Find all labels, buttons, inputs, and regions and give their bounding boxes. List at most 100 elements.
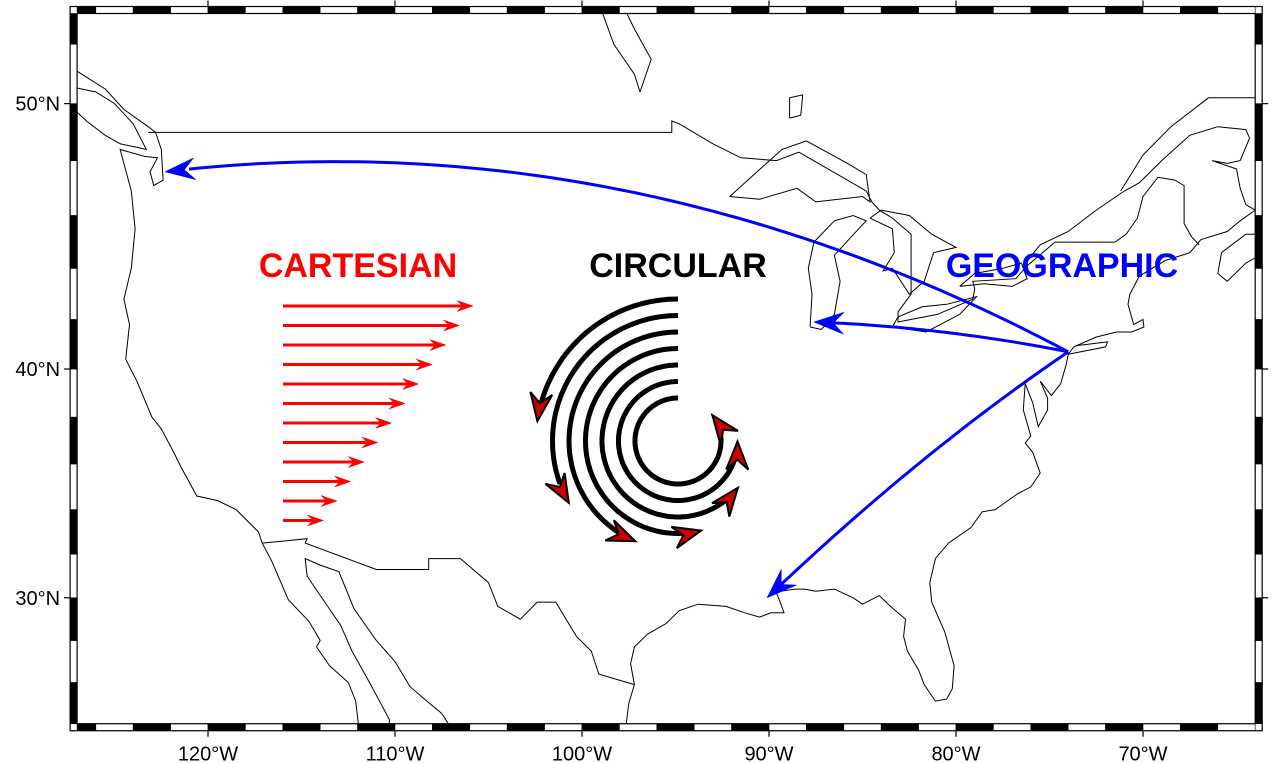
frame-stripe <box>69 13 78 45</box>
lat-label: 40°N <box>15 359 60 381</box>
frame-stripe <box>170 6 209 14</box>
coastline <box>807 214 868 331</box>
frame-stripe <box>1180 6 1219 14</box>
arrowhead-icon <box>164 157 197 180</box>
frame-stripe <box>806 6 845 14</box>
frame-stripe <box>95 6 134 14</box>
frame-stripe <box>1030 6 1069 14</box>
frame-stripe <box>432 723 471 732</box>
frame-outer <box>69 5 1263 732</box>
political-border <box>262 538 635 686</box>
circular-vector <box>549 313 679 485</box>
circular-vector <box>566 329 679 536</box>
arrowhead-icon <box>604 519 638 543</box>
frame-stripe <box>768 6 807 14</box>
geographic-vector <box>829 321 1069 354</box>
map-frame <box>69 5 1263 732</box>
frame-stripe <box>1254 43 1263 104</box>
arrowhead-icon <box>813 311 845 335</box>
frame-stripe <box>69 682 78 725</box>
frame-stripe <box>656 6 695 14</box>
arrowhead-icon <box>348 456 365 468</box>
lon-label: 120°W <box>178 744 238 763</box>
frame-stripe <box>1254 319 1263 370</box>
frame-stripe <box>1254 682 1263 725</box>
circular-label: CIRCULAR <box>589 247 767 285</box>
frame-stripe <box>1105 6 1144 14</box>
circular-vectors <box>529 296 750 550</box>
geographic-label: GEOGRAPHIC <box>946 247 1178 285</box>
frame-stripe <box>506 723 545 732</box>
frame-stripe <box>544 723 583 732</box>
arrowhead-icon <box>710 412 739 445</box>
circular-vector <box>616 379 740 503</box>
arrowhead-icon <box>334 475 352 488</box>
lon-label: 80°W <box>931 744 980 763</box>
lat-label: 30°N <box>15 588 60 610</box>
geographic-vector <box>188 160 1069 354</box>
frame-stripe <box>768 723 807 732</box>
frame-stripe <box>69 416 78 465</box>
circular-vector <box>539 296 679 403</box>
arrowhead-icon <box>402 378 420 390</box>
frame-stripe <box>69 43 78 104</box>
frame-stripe <box>76 723 97 732</box>
frame-stripe <box>432 6 471 14</box>
frame-stripe <box>993 6 1032 14</box>
arrowhead-icon <box>766 569 797 599</box>
frame-stripe <box>69 268 78 320</box>
frame-stripe <box>207 723 246 732</box>
arrowhead-icon <box>544 472 571 506</box>
frame-stripe <box>1217 723 1256 732</box>
frame-stripe <box>207 6 246 14</box>
frame-stripe <box>357 723 396 732</box>
lat-label: 50°N <box>15 94 60 116</box>
coastline <box>1217 233 1255 282</box>
geographic-vector <box>779 350 1070 587</box>
axis-labels: 120°W 110°W 100°W 90°W 80°W 70°W 50°N 40°N 30°N <box>15 0 1269 763</box>
frame-stripe <box>132 723 171 732</box>
frame-stripe <box>1254 368 1263 418</box>
frame-stripe <box>245 6 284 14</box>
frame-stripe <box>1254 13 1263 45</box>
cartesian-label: CARTESIAN <box>259 247 457 285</box>
frame-stripe <box>619 6 658 14</box>
frame-stripe <box>1067 723 1106 732</box>
frame-stripe <box>1254 416 1263 465</box>
frame-stripe <box>1254 268 1263 320</box>
circular-vector <box>632 395 724 487</box>
lon-label: 70°W <box>1118 744 1167 763</box>
frame-stripe <box>469 723 508 732</box>
frame-stripe <box>1180 723 1219 732</box>
arrowhead-icon <box>416 358 433 371</box>
frame-stripe <box>319 723 358 732</box>
circular-vector <box>599 362 733 520</box>
frame-stripe <box>69 215 78 269</box>
cartesian-vectors <box>283 300 474 527</box>
frame-stripe <box>581 6 620 14</box>
arrowhead-icon <box>375 417 393 429</box>
arrowhead-icon <box>529 391 554 424</box>
frame-stripe <box>69 463 78 510</box>
frame-stripe <box>731 6 770 14</box>
frame-stripe <box>394 6 433 14</box>
arrowhead-icon <box>443 319 461 332</box>
frame-stripe <box>69 553 78 599</box>
frame-stripe <box>955 6 994 14</box>
coastline <box>789 94 804 119</box>
arrowhead-icon <box>456 300 474 312</box>
frame-stripe <box>170 723 209 732</box>
circular-vector <box>582 346 688 537</box>
frame-stripe <box>544 6 583 14</box>
lon-label: 100°W <box>552 744 612 763</box>
frame-stripe <box>1142 6 1181 14</box>
frame-stripe <box>993 723 1032 732</box>
frame-stripe <box>69 368 78 418</box>
coastline <box>601 13 652 93</box>
frame-stripe <box>1142 723 1181 732</box>
frame-stripe <box>69 103 78 161</box>
arrowhead-icon <box>388 397 406 410</box>
lon-label: 110°W <box>366 744 425 763</box>
frame-stripe <box>76 6 97 14</box>
